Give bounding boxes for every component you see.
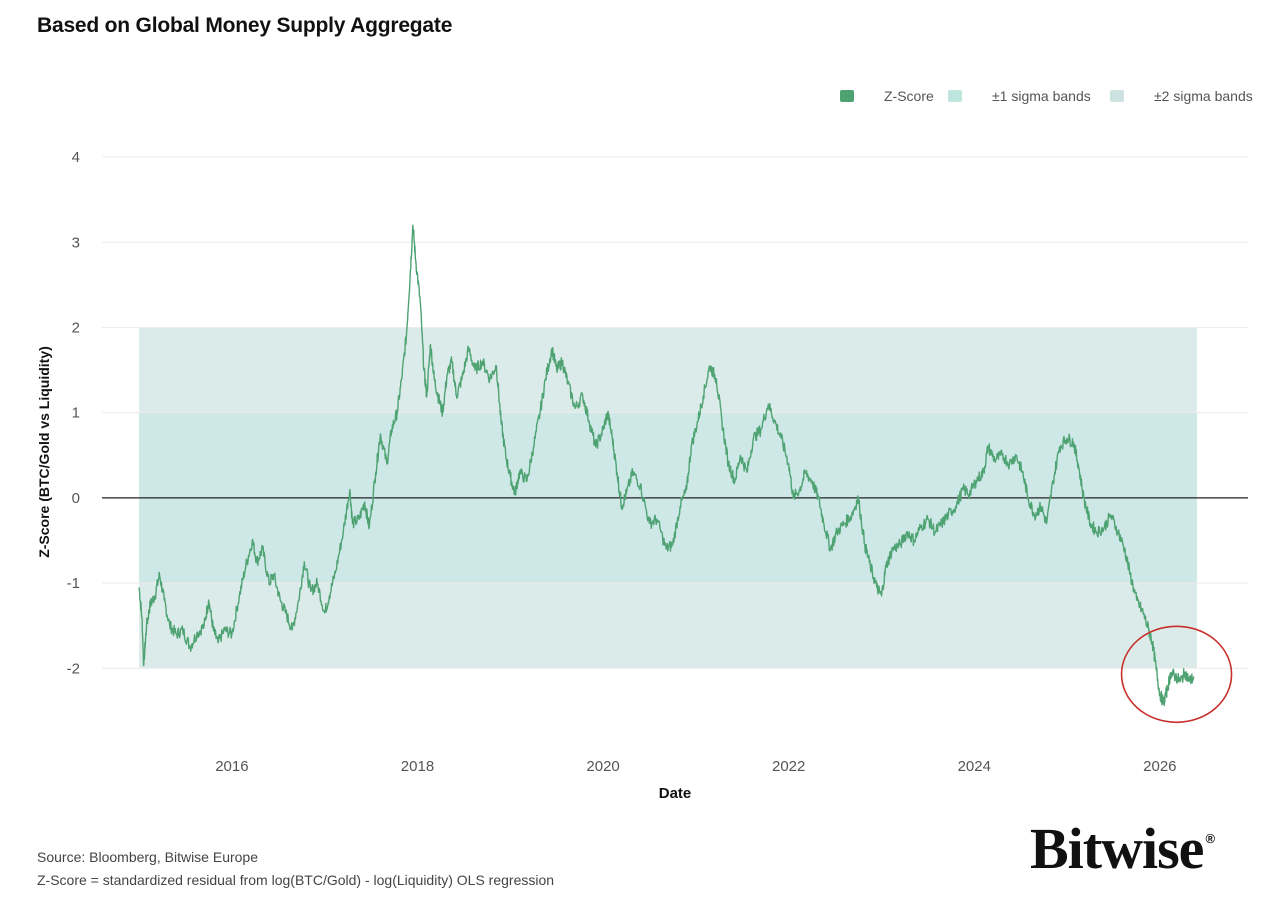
- x-axis-label: Date: [659, 785, 692, 802]
- y-axis-ticks: 4 3 2 1 0 -1 -2: [67, 149, 80, 677]
- legend-label-sigma1: ±1 sigma bands: [992, 88, 1091, 104]
- logo-mark: ®: [1205, 831, 1215, 846]
- x-tick-label: 2020: [586, 758, 619, 775]
- legend-label-sigma2: ±2 sigma bands: [1154, 88, 1253, 104]
- x-tick-label: 2018: [401, 758, 434, 775]
- legend-swatch-sigma1: [948, 90, 962, 102]
- x-tick-label: 2016: [215, 758, 248, 775]
- legend-item-sigma2[interactable]: ±2 sigma bands: [1110, 88, 1253, 104]
- y-tick-label: 4: [72, 149, 80, 166]
- legend-item-zscore[interactable]: Z-Score: [840, 88, 934, 104]
- annotations: [1120, 625, 1233, 724]
- x-tick-label: 2022: [772, 758, 805, 775]
- highlight-circle: [1120, 625, 1233, 724]
- y-tick-label: 3: [72, 234, 80, 251]
- legend-swatch-zscore: [840, 90, 854, 102]
- chart-title: Based on Global Money Supply Aggregate: [37, 14, 453, 37]
- zscore-line: [138, 224, 1195, 707]
- y-tick-label: 2: [72, 319, 80, 336]
- y-tick-label: -1: [67, 575, 80, 592]
- y-tick-label: 1: [72, 405, 80, 422]
- legend: Z-Score ±1 sigma bands ±2 sigma bands: [0, 88, 1274, 112]
- y-tick-label: -2: [67, 660, 80, 677]
- legend-item-sigma1[interactable]: ±1 sigma bands: [948, 88, 1091, 104]
- y-tick-label: 0: [72, 490, 80, 507]
- zscore-series: [138, 224, 1195, 707]
- legend-swatch-sigma2: [1110, 90, 1124, 102]
- bitwise-logo: Bitwise ®: [1030, 820, 1215, 878]
- x-tick-label: 2026: [1143, 758, 1176, 775]
- footer-note: Z-Score = standardized residual from log…: [37, 872, 555, 888]
- x-axis-ticks: 2016 2018 2020 2022 2024 2026: [215, 758, 1176, 775]
- footer-source: Source: Bloomberg, Bitwise Europe: [37, 849, 258, 865]
- x-tick-label: 2024: [958, 758, 991, 775]
- y-axis-label: Z-Score (BTC/Gold vs Liquidity): [36, 346, 52, 558]
- logo-text: Bitwise: [1030, 816, 1204, 881]
- legend-label-zscore: Z-Score: [884, 88, 934, 104]
